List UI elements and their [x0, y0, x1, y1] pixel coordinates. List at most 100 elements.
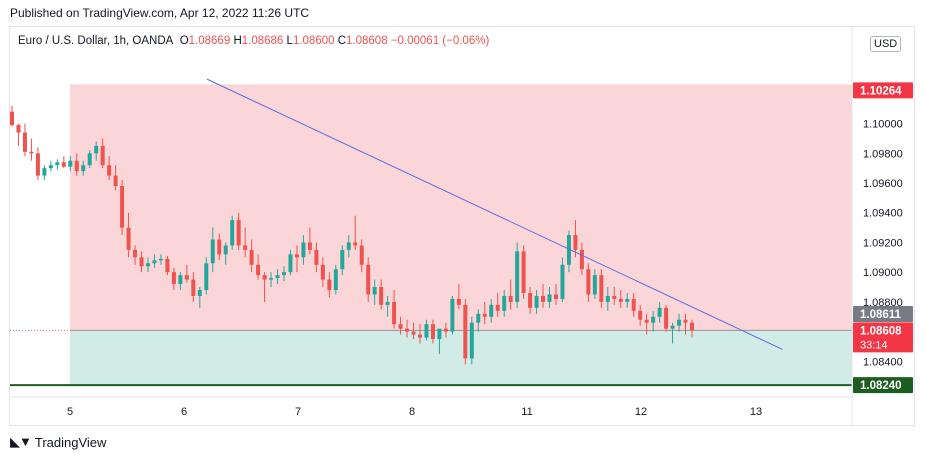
price-label-last — [853, 322, 913, 353]
trendline[interactable] — [206, 78, 783, 350]
legend-change: −0.00061 (−0.06%) — [390, 35, 490, 47]
candle-body — [165, 258, 170, 273]
candle-body — [301, 242, 306, 258]
currency-button[interactable]: USD — [870, 36, 902, 52]
candle-body — [385, 301, 390, 305]
candle-body — [94, 145, 99, 154]
target-zone — [70, 330, 852, 386]
candle-body — [560, 264, 565, 299]
legend-low-label: L — [286, 35, 293, 47]
candle-body — [294, 254, 299, 258]
candle-body — [573, 235, 578, 250]
y-tick-label: 1.10000 — [863, 119, 903, 131]
candle-body — [430, 324, 435, 340]
candle-body — [625, 298, 630, 302]
candle-body — [651, 316, 656, 323]
candle-body — [398, 324, 403, 329]
candle-body — [366, 264, 371, 295]
candle-body — [405, 328, 410, 332]
candle-body — [638, 310, 643, 320]
candle-body — [243, 245, 248, 250]
candle-body — [236, 220, 241, 246]
price-label-bid-text: 1.08611 — [860, 309, 902, 321]
candle-body — [489, 304, 494, 317]
candle-body — [372, 287, 377, 295]
candle-body — [586, 269, 591, 295]
stop-zone — [70, 84, 852, 331]
candle-body — [333, 269, 338, 291]
price-label-bid — [853, 305, 913, 322]
candle-body — [217, 239, 222, 255]
candle-body — [223, 245, 228, 255]
candle-body — [631, 298, 636, 311]
candle-body — [508, 295, 513, 302]
y-tick-label: 1.09400 — [863, 208, 903, 220]
candle-body — [48, 165, 53, 169]
candle-body — [204, 263, 209, 291]
candle-body — [353, 242, 358, 246]
candle-body — [16, 125, 21, 133]
candle-body — [256, 264, 261, 276]
candle-body — [534, 295, 539, 308]
candle-body — [249, 249, 254, 265]
candle-body — [139, 257, 144, 267]
candle-body — [437, 328, 442, 340]
candle-body — [612, 295, 617, 299]
candle-body — [35, 153, 40, 176]
candle-body — [547, 294, 552, 302]
candle-body — [288, 254, 293, 273]
candle-body — [55, 162, 60, 166]
price-label-target-text: 1.08240 — [860, 380, 902, 392]
candle-body — [197, 290, 202, 296]
candle-body — [579, 249, 584, 270]
x-tick-label: 5 — [67, 406, 73, 418]
price-label-last-text: 1.08608 — [860, 325, 902, 337]
y-tick-label: 1.09200 — [863, 237, 903, 249]
y-tick-label: 1.09600 — [863, 178, 903, 190]
candle-body — [282, 272, 286, 276]
candle-body — [644, 319, 649, 323]
candle-body — [22, 132, 27, 152]
bar-countdown: 33:14 — [860, 339, 888, 351]
published-caption: Published on TradingView.com, Apr 12, 20… — [10, 6, 310, 20]
candle-body — [599, 275, 604, 302]
candle-body — [482, 313, 487, 317]
candle-body — [314, 249, 319, 265]
candle-body — [269, 278, 274, 280]
candle-body — [515, 251, 520, 302]
candle-body — [456, 298, 461, 305]
candle-body — [178, 275, 183, 285]
candle-body — [521, 251, 526, 293]
candle-body — [502, 295, 507, 311]
candle-body — [113, 175, 118, 186]
candle-body — [592, 275, 597, 295]
candle-body — [424, 324, 429, 338]
candle-body — [346, 242, 351, 250]
x-tick-label: 12 — [635, 406, 647, 418]
footer-brand[interactable]: ◣▼ TradingView — [10, 434, 106, 450]
candle-body — [664, 307, 669, 329]
candle-body — [392, 301, 397, 325]
candle-body — [670, 325, 675, 329]
candle-body — [411, 331, 416, 335]
brand-name: TradingView — [34, 434, 107, 450]
legend-high: 1.08686 — [241, 35, 284, 47]
y-tick-label: 1.08800 — [863, 297, 903, 309]
candle-body — [495, 304, 500, 311]
x-tick-label: 11 — [521, 406, 532, 418]
candle-body — [68, 160, 73, 167]
candle-body — [340, 249, 345, 270]
candle-body — [541, 295, 546, 302]
candle-body — [191, 279, 196, 296]
x-tick-label: 8 — [409, 406, 415, 418]
candle-body — [476, 313, 481, 323]
candle-body — [87, 153, 92, 166]
candle-body — [74, 160, 79, 172]
candle-body — [10, 111, 14, 126]
legend-close-label: C — [337, 35, 347, 47]
x-tick-label: 7 — [295, 406, 301, 418]
candle-body — [146, 263, 150, 267]
candle-body — [158, 258, 163, 261]
candle-body — [42, 168, 47, 176]
